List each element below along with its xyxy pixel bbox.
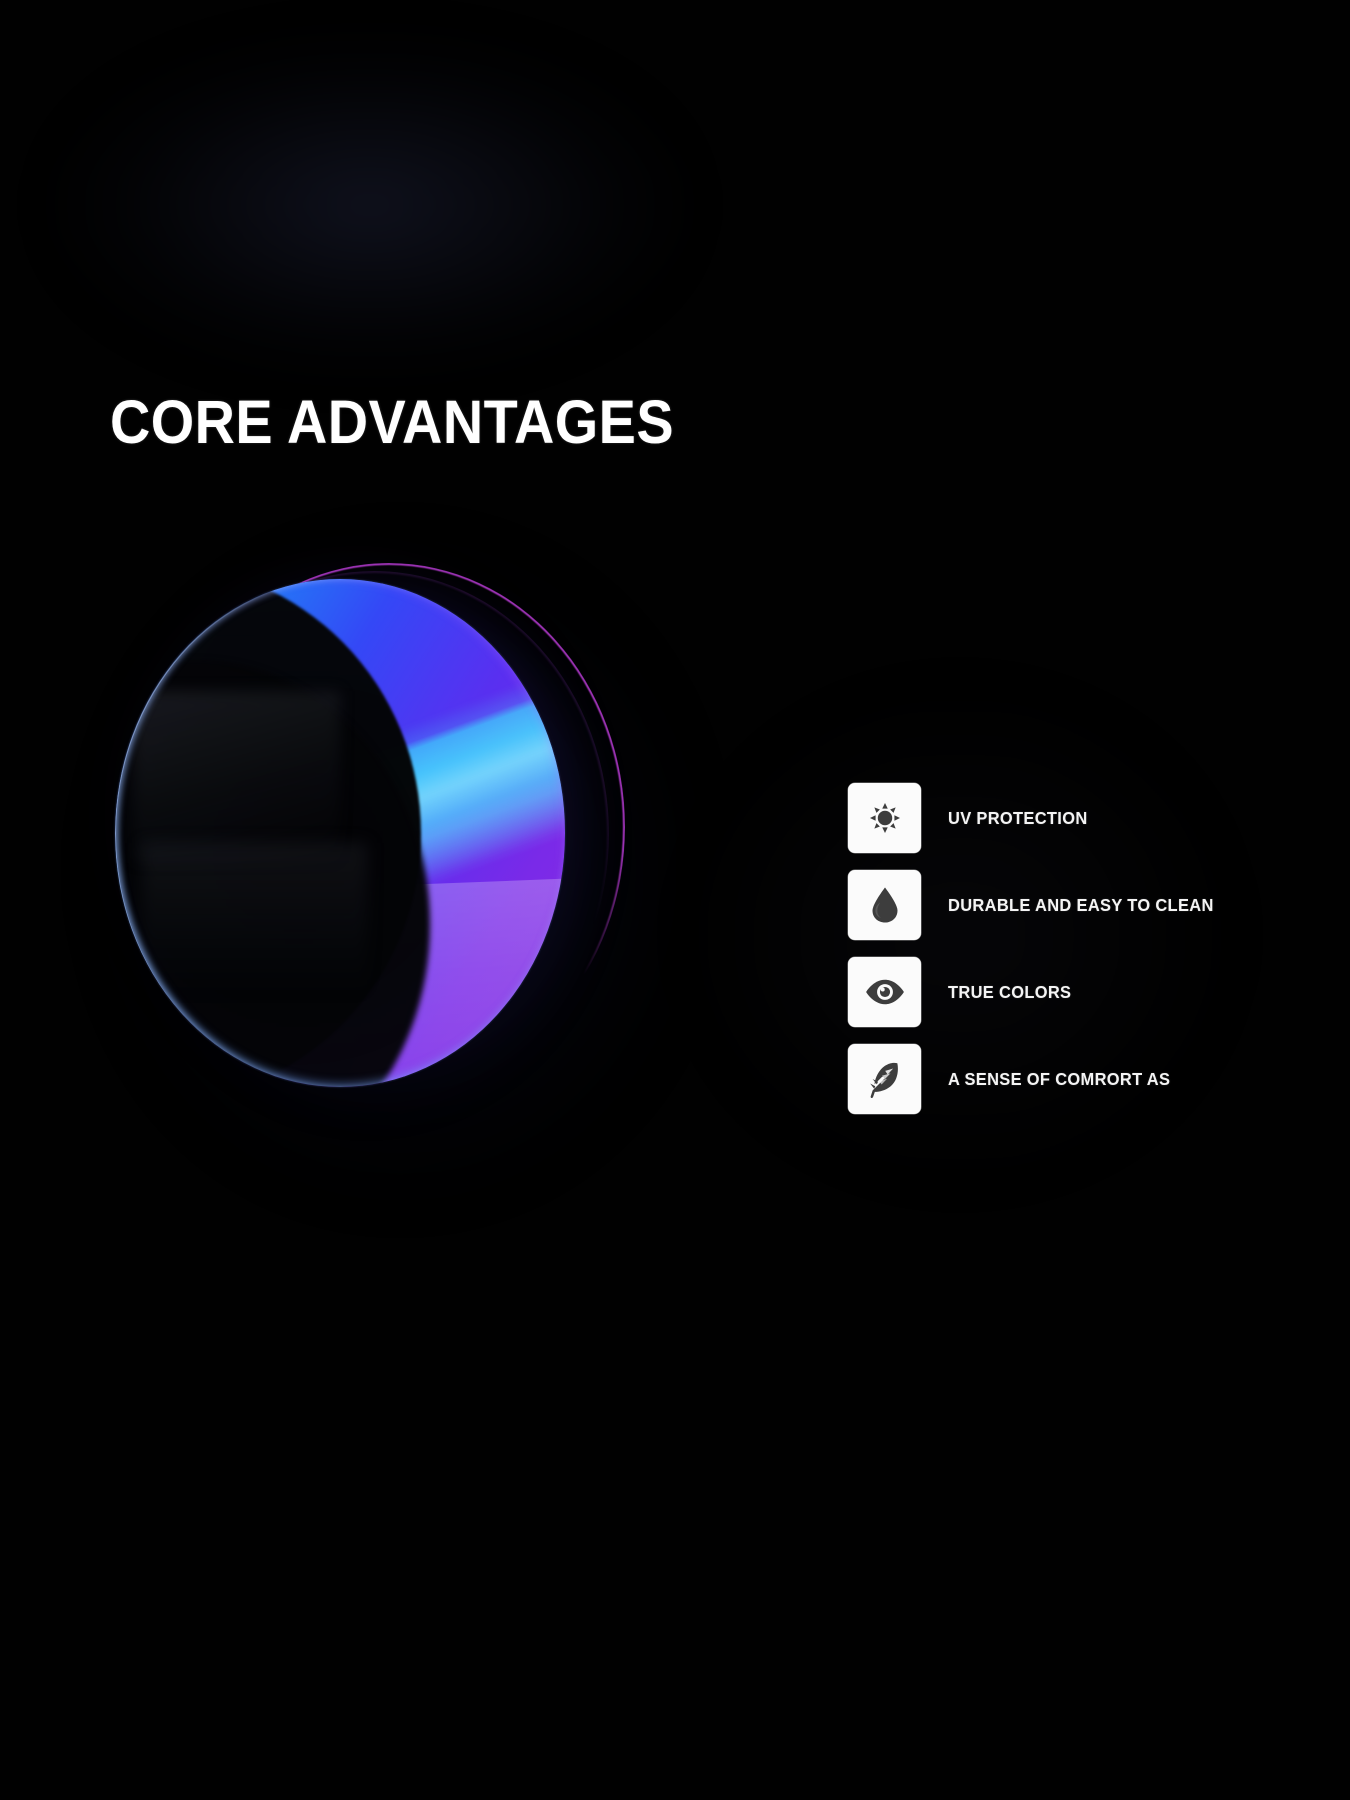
feature-icon-tile <box>848 1044 921 1114</box>
features-list: UV PROTECTION DURABLE AND EASY TO CLEAN <box>848 783 1231 1114</box>
lens-rim-stroke <box>115 579 565 1087</box>
droplet-icon <box>867 885 903 925</box>
feather-icon <box>866 1059 904 1099</box>
sun-icon <box>866 799 904 837</box>
page-title: CORE ADVANTAGES <box>110 388 675 456</box>
list-item: TRUE COLORS <box>848 957 1231 1027</box>
feature-label: TRUE COLORS <box>948 981 1072 1002</box>
feature-label: A SENSE OF COMRORT AS <box>948 1068 1171 1089</box>
list-item: DURABLE AND EASY TO CLEAN <box>848 870 1231 940</box>
feature-icon-tile <box>848 957 921 1027</box>
lens-disc <box>115 579 565 1087</box>
eye-icon <box>864 977 906 1007</box>
feature-label: UV PROTECTION <box>948 807 1088 828</box>
feature-icon-tile <box>848 870 921 940</box>
list-item: UV PROTECTION <box>848 783 1231 853</box>
feature-label: DURABLE AND EASY TO CLEAN <box>948 894 1214 915</box>
lens-product-image <box>95 555 625 1130</box>
list-item: A SENSE OF COMRORT AS <box>848 1044 1231 1114</box>
background-glow-top <box>60 40 680 370</box>
feature-icon-tile <box>848 783 921 853</box>
